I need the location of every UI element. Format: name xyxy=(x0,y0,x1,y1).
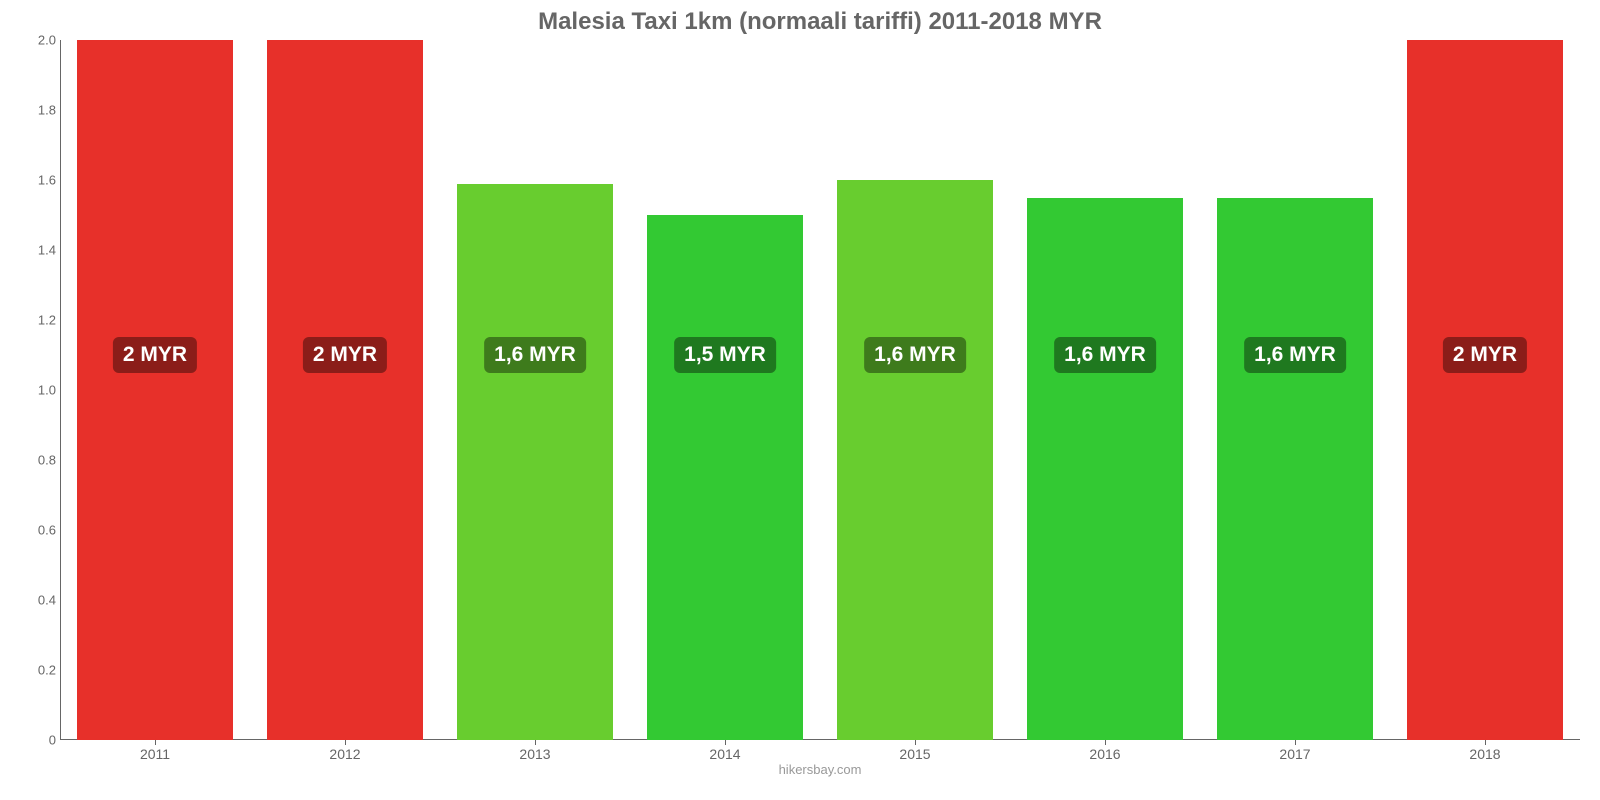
y-axis: 00.20.40.60.81.01.21.41.61.82.0 xyxy=(12,40,56,740)
bar xyxy=(267,40,423,740)
x-axis-labels: 20112012201320142015201620172018 xyxy=(60,740,1580,764)
bar-slot: 2 MYR xyxy=(250,40,440,740)
bar xyxy=(1217,198,1373,741)
bar-slot: 2 MYR xyxy=(1390,40,1580,740)
bars-group: 2 MYR 2 MYR 1,6 MYR 1,5 MYR 1,6 MYR 1,6 MYR 1,… xyxy=(60,40,1580,740)
bar-slot: 1,6 MYR xyxy=(440,40,630,740)
bar xyxy=(457,184,613,741)
chart-title: Malesia Taxi 1km (normaali tariffi) 2011… xyxy=(60,0,1580,40)
y-tick-label: 1.8 xyxy=(12,103,56,118)
y-tick-label: 0.4 xyxy=(12,593,56,608)
bar-value-badge: 1,6 MYR xyxy=(484,337,586,373)
y-tick-label: 0.2 xyxy=(12,663,56,678)
bar xyxy=(77,40,233,740)
plot-area: 00.20.40.60.81.01.21.41.61.82.0 2 MYR2 M… xyxy=(60,40,1580,740)
y-tick-label: 1.6 xyxy=(12,173,56,188)
x-tick-label: 2012 xyxy=(250,740,440,764)
bar-value-badge: 2 MYR xyxy=(113,337,197,373)
x-tick-label: 2011 xyxy=(60,740,250,764)
bar-value-badge: 1,6 MYR xyxy=(864,337,966,373)
y-tick-label: 0.8 xyxy=(12,453,56,468)
y-tick-label: 1.4 xyxy=(12,243,56,258)
y-tick-label: 2.0 xyxy=(12,33,56,48)
x-tick-label: 2014 xyxy=(630,740,820,764)
bar-slot: 1,5 MYR xyxy=(630,40,820,740)
bar-slot: 1,6 MYR xyxy=(820,40,1010,740)
bar xyxy=(1027,198,1183,741)
bar-value-badge: 2 MYR xyxy=(1443,337,1527,373)
y-tick-label: 0.6 xyxy=(12,523,56,538)
chart-footer: hikersbay.com xyxy=(60,762,1580,777)
bar xyxy=(647,215,803,740)
bar-slot: 1,6 MYR xyxy=(1200,40,1390,740)
bar-value-badge: 2 MYR xyxy=(303,337,387,373)
bar xyxy=(837,180,993,740)
bar-value-badge: 1,5 MYR xyxy=(674,337,776,373)
x-tick-label: 2016 xyxy=(1010,740,1200,764)
y-tick-label: 1.2 xyxy=(12,313,56,328)
bar xyxy=(1407,40,1563,740)
x-tick-label: 2017 xyxy=(1200,740,1390,764)
x-tick-label: 2018 xyxy=(1390,740,1580,764)
chart-container: Malesia Taxi 1km (normaali tariffi) 2011… xyxy=(0,0,1600,800)
bar-slot: 2 MYR xyxy=(60,40,250,740)
bar-value-badge: 1,6 MYR xyxy=(1054,337,1156,373)
bar-slot: 1,6 MYR xyxy=(1010,40,1200,740)
x-tick-label: 2013 xyxy=(440,740,630,764)
y-tick-label: 0 xyxy=(12,733,56,748)
x-tick-label: 2015 xyxy=(820,740,1010,764)
y-tick-label: 1.0 xyxy=(12,383,56,398)
bar-value-badge: 1,6 MYR xyxy=(1244,337,1346,373)
